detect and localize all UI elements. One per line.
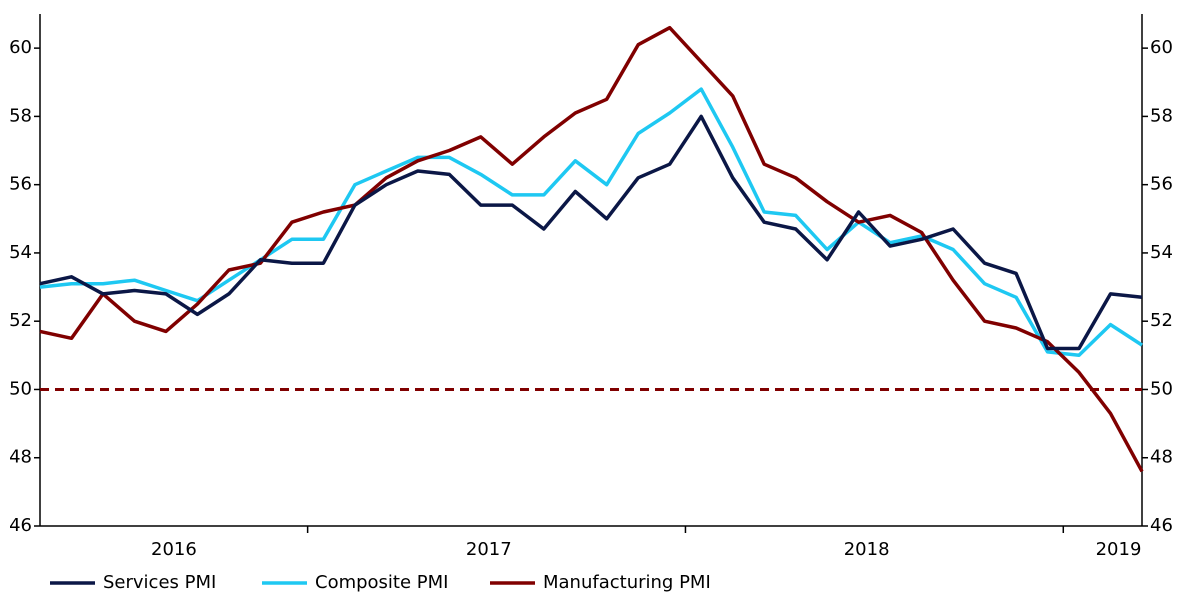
y2-tick-label: 56 [1150, 174, 1173, 195]
series-line [39, 87, 1143, 358]
y-tick-label: 50 [9, 378, 32, 399]
legend-label: Manufacturing PMI [543, 572, 711, 593]
x-tick-label: 2017 [466, 539, 512, 560]
y-tick-label: 60 [9, 37, 32, 58]
y-tick-label: 52 [9, 310, 32, 331]
legend-label: Services PMI [103, 572, 216, 593]
x-tick-label: 2019 [1096, 539, 1142, 560]
series-line [39, 114, 1143, 351]
y2-tick-label: 58 [1150, 105, 1173, 126]
y2-tick-label: 54 [1150, 242, 1173, 263]
y-tick-label: 58 [9, 105, 32, 126]
y-tick-label: 56 [9, 174, 32, 195]
y2-tick-label: 60 [1150, 37, 1173, 58]
y2-tick-label: 48 [1150, 447, 1173, 468]
series-line [39, 25, 1144, 473]
x-tick-label: 2018 [844, 539, 890, 560]
x-tick-label: 2016 [151, 539, 197, 560]
y-tick-label: 48 [9, 447, 32, 468]
y2-tick-label: 52 [1150, 310, 1173, 331]
y2-tick-label: 50 [1150, 378, 1173, 399]
legend-label: Composite PMI [315, 572, 448, 593]
y2-tick-label: 46 [1150, 515, 1173, 536]
y-tick-label: 46 [9, 515, 32, 536]
y-tick-label: 54 [9, 242, 32, 263]
